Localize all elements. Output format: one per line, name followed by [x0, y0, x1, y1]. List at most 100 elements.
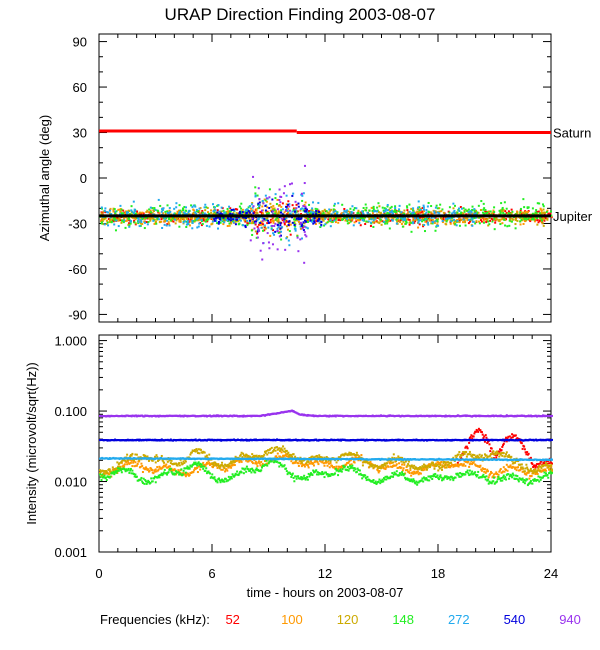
- intensity-point-148: [359, 472, 362, 475]
- intensity-point-100: [514, 466, 517, 469]
- azimuth-point-272: [157, 218, 160, 221]
- azimuth-point-540: [258, 201, 261, 204]
- intensity-point-148: [362, 475, 365, 478]
- azimuth-point-272: [195, 212, 198, 215]
- intensity-point-148: [214, 478, 217, 481]
- intensity-point-120: [412, 466, 415, 469]
- azimuth-point-120: [180, 217, 183, 220]
- azimuth-point-540: [228, 218, 231, 221]
- azimuth-point-148: [365, 209, 368, 212]
- azimuth-point-540: [244, 226, 247, 229]
- intensity-point-148: [474, 473, 477, 476]
- azimuth-point-52: [263, 226, 266, 229]
- azimuth-point-120: [333, 208, 336, 211]
- azimuth-point-120: [321, 217, 324, 220]
- intensity-point-100: [434, 462, 437, 465]
- azimuth-point-52: [480, 220, 483, 223]
- intensity-point-120: [422, 466, 425, 469]
- azimuth-point-148: [525, 213, 528, 216]
- azimuth-point-148: [514, 227, 517, 230]
- azimuth-point-52: [198, 216, 201, 219]
- azimuth-point-272: [211, 220, 214, 223]
- intensity-point-148: [186, 465, 189, 468]
- intensity-point-100: [456, 464, 459, 467]
- azimuth-point-148: [113, 208, 116, 211]
- intensity-point-120: [227, 465, 230, 468]
- azimuth-point-272: [186, 221, 189, 224]
- intensity-point-100: [393, 464, 396, 467]
- intensity-point-120: [120, 460, 123, 463]
- azimuth-point-272: [203, 206, 206, 209]
- azimuth-point-100: [226, 210, 229, 213]
- azimuth-point-100: [319, 217, 322, 220]
- azimuth-point-540: [255, 220, 258, 223]
- azimuth-point-148: [115, 210, 118, 213]
- azimuth-point-100: [188, 224, 191, 227]
- intensity-point-120: [166, 460, 169, 463]
- intensity-point-120: [441, 465, 444, 468]
- azimuth-point-148: [536, 202, 539, 205]
- intensity-point-100: [400, 466, 403, 469]
- azimuth-point-148: [240, 210, 243, 213]
- azimuth-point-272: [237, 217, 240, 220]
- intensity-point-100: [347, 461, 350, 464]
- intensity-point-148: [377, 480, 380, 483]
- intensity-point-100: [207, 459, 210, 462]
- azimuth-point-148: [127, 216, 130, 219]
- intensity-point-100: [126, 463, 129, 466]
- azimuth-point-148: [278, 221, 281, 224]
- azimuth-point-52: [421, 207, 424, 210]
- azimuth-point-148: [536, 217, 539, 220]
- azimuth-point-100: [239, 216, 242, 219]
- azimuth-point-52: [101, 211, 104, 214]
- azimuth-point-52: [399, 219, 402, 222]
- azimuth-point-148: [352, 208, 355, 211]
- intensity-point-120: [102, 472, 105, 475]
- azimuth-point-120: [308, 217, 311, 220]
- azimuth-point-272: [374, 210, 377, 213]
- intensity-point-120: [271, 451, 274, 454]
- azimuth-point-120: [357, 209, 360, 212]
- intensity-point-52: [545, 460, 548, 463]
- azimuth-point-52: [395, 209, 398, 212]
- azimuth-point-100: [374, 220, 377, 223]
- azimuth-point-272: [138, 225, 141, 228]
- azimuth-point-120: [409, 220, 412, 223]
- azimuth-point-148: [482, 208, 485, 211]
- azimuth-point-148: [169, 219, 172, 222]
- azimuth-point-52: [359, 211, 362, 214]
- intensity-point-120: [550, 463, 553, 466]
- intensity-point-120: [505, 453, 508, 456]
- intensity-point-100: [402, 467, 405, 470]
- azimuth-point-148: [372, 206, 375, 209]
- intensity-point-120: [413, 467, 416, 470]
- intensity-point-148: [145, 482, 148, 485]
- azimuth-point-52: [422, 225, 425, 228]
- intensity-point-100: [425, 467, 428, 470]
- intensity-point-120: [118, 462, 121, 465]
- azimuth-point-120: [248, 217, 251, 220]
- intensity-point-148: [161, 474, 164, 477]
- intensity-point-52: [476, 429, 479, 432]
- azimuth-point-148: [394, 210, 397, 213]
- azimuth-point-148: [254, 192, 257, 195]
- azimuth-point-148: [215, 213, 218, 216]
- intensity-point-120: [300, 461, 303, 464]
- azimuth-point-100: [483, 217, 486, 220]
- azimuth-point-100: [118, 208, 121, 211]
- intensity-point-120: [117, 465, 120, 468]
- azimuth-point-272: [383, 220, 386, 223]
- intensity-point-148: [235, 473, 238, 476]
- intensity-point-120: [540, 466, 543, 469]
- intensity-point-120: [365, 459, 368, 462]
- intensity-point-100: [108, 473, 111, 476]
- azimuth-point-940: [262, 242, 265, 245]
- azimuth-point-52: [272, 229, 275, 232]
- intensity-point-120: [227, 463, 230, 466]
- azimuth-point-540: [300, 223, 303, 226]
- azimuth-point-272: [394, 207, 397, 210]
- intensity-point-120: [283, 447, 286, 450]
- azimuth-point-52: [256, 232, 259, 235]
- intensity-point-120: [489, 453, 492, 456]
- azimuth-point-272: [105, 211, 108, 214]
